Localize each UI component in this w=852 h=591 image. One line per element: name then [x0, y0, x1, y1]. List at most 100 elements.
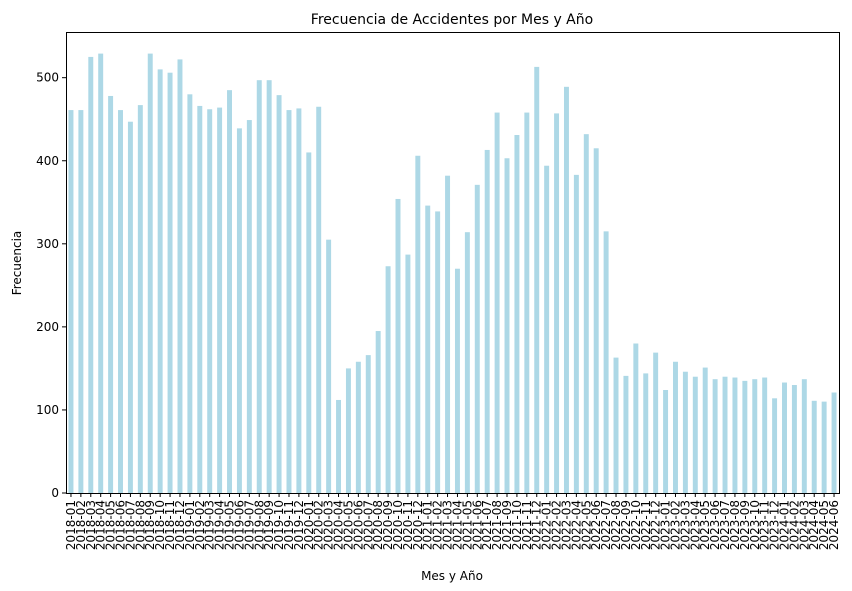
bar-2018-02 [78, 110, 84, 493]
x-tick-label: 2018-11 [163, 500, 177, 550]
bar-2019-03 [207, 109, 213, 493]
x-tick-label: 2022-10 [629, 500, 643, 550]
x-tick-label: 2019-06 [232, 500, 246, 550]
x-tick-label: 2021-06 [470, 500, 484, 550]
x-tick-label: 2020-09 [381, 500, 395, 550]
x-tick-label: 2019-07 [242, 500, 256, 550]
bar-2021-07 [484, 149, 490, 493]
x-tick-label: 2022-07 [599, 500, 613, 550]
bar-2021-06 [474, 184, 480, 493]
bar-2020-04 [336, 399, 342, 493]
y-tick-label: 400 [36, 154, 59, 168]
bar-2019-12 [296, 108, 302, 494]
y-tick-label: 100 [36, 403, 59, 417]
bar-2022-12 [653, 352, 659, 493]
bar-2021-08 [494, 112, 500, 493]
y-tick-label: 500 [36, 71, 59, 85]
bar-2018-06 [118, 110, 123, 493]
bar-2023-09 [742, 380, 748, 493]
x-tick-label: 2018-02 [74, 500, 88, 550]
x-tick-label: 2020-06 [351, 500, 365, 550]
bar-2019-09 [266, 80, 272, 494]
bar-2020-08 [375, 331, 381, 493]
x-tick-label: 2023-04 [688, 500, 702, 550]
x-tick-label: 2022-11 [639, 500, 653, 550]
x-tick-label: 2019-03 [203, 500, 217, 550]
x-tick-label: 2021-07 [480, 500, 494, 550]
x-tick-label: 2023-09 [738, 500, 752, 550]
plot-frame [66, 32, 840, 494]
bar-2023-01 [663, 390, 669, 493]
x-tick-label: 2019-04 [213, 500, 227, 550]
bar-2021-01 [425, 205, 431, 493]
bar-2024-06 [831, 392, 837, 493]
bar-2022-05 [583, 134, 589, 494]
bar-2021-02 [435, 211, 441, 494]
bar-2020-11 [405, 254, 411, 493]
y-tick-label: 300 [36, 237, 59, 251]
bar-2018-04 [98, 53, 104, 493]
bar-2021-10 [514, 135, 520, 493]
bar-2023-11 [762, 377, 768, 493]
y-tick-label: 200 [36, 320, 59, 334]
bar-2019-04 [217, 107, 223, 493]
x-tick-label: 2023-05 [698, 500, 712, 550]
bar-2024-02 [791, 385, 797, 493]
x-tick-label: 2018-09 [143, 500, 157, 550]
chart-title: Frecuencia de Accidentes por Mes y Año [311, 12, 593, 28]
bar-2024-03 [801, 379, 807, 493]
bar-2023-05 [702, 367, 708, 493]
x-tick-label: 2022-12 [649, 500, 663, 550]
bar-2022-07 [603, 231, 609, 493]
bar-2018-11 [167, 72, 173, 493]
bar-2020-02 [316, 106, 322, 493]
x-tick-label: 2023-10 [748, 500, 762, 550]
x-tick-label: 2024-01 [777, 500, 791, 550]
y-axis-ticks: 0 100 200 300 400 500 [36, 71, 66, 500]
x-tick-label: 2021-04 [450, 500, 464, 550]
x-tick-label: 2022-01 [540, 500, 554, 550]
x-axis-ticks: 2018-012018-022018-032018-042018-052018-… [64, 493, 841, 550]
bar-2024-05 [821, 401, 827, 493]
bar-2024-04 [811, 400, 817, 493]
x-tick-label: 2018-01 [64, 500, 78, 550]
bar-2023-07 [722, 376, 728, 493]
x-tick-label: 2024-05 [817, 500, 831, 550]
x-tick-label: 2019-11 [282, 500, 296, 550]
bar-2021-03 [445, 175, 451, 493]
x-tick-label: 2019-02 [193, 500, 207, 550]
x-tick-label: 2018-05 [104, 500, 118, 550]
x-tick-label: 2024-02 [787, 500, 801, 550]
bar-2018-08 [137, 105, 143, 493]
x-tick-label: 2020-11 [401, 500, 415, 550]
x-tick-label: 2021-10 [510, 500, 524, 550]
x-tick-label: 2018-04 [94, 500, 108, 550]
y-tick-label: 0 [51, 486, 59, 500]
bar-2023-04 [692, 376, 698, 493]
bar-2020-09 [385, 266, 391, 493]
bar-2020-07 [365, 355, 371, 493]
bar-2024-01 [782, 382, 787, 493]
x-tick-label: 2023-02 [668, 500, 682, 550]
bar-2019-08 [256, 80, 262, 494]
x-tick-label: 2022-03 [559, 500, 573, 550]
bar-2020-12 [415, 155, 421, 493]
bar-2023-12 [772, 398, 778, 493]
bar-2023-02 [673, 361, 678, 493]
x-tick-label: 2024-04 [807, 500, 821, 550]
x-tick-label: 2021-02 [431, 500, 445, 550]
bar-2021-12 [534, 66, 540, 493]
x-tick-label: 2020-04 [332, 500, 346, 550]
bar-2018-10 [157, 69, 163, 493]
x-tick-label: 2022-04 [569, 500, 583, 550]
bar-2022-01 [544, 165, 550, 494]
x-tick-label: 2019-05 [223, 500, 237, 550]
x-tick-label: 2019-10 [272, 500, 286, 550]
bar-2020-10 [395, 198, 401, 493]
bar-2019-05 [227, 90, 232, 493]
bar-2020-01 [306, 152, 312, 493]
bar-2018-05 [108, 95, 114, 494]
x-tick-label: 2021-11 [520, 500, 534, 550]
x-tick-label: 2022-06 [589, 500, 603, 550]
x-tick-label: 2018-10 [153, 500, 167, 550]
